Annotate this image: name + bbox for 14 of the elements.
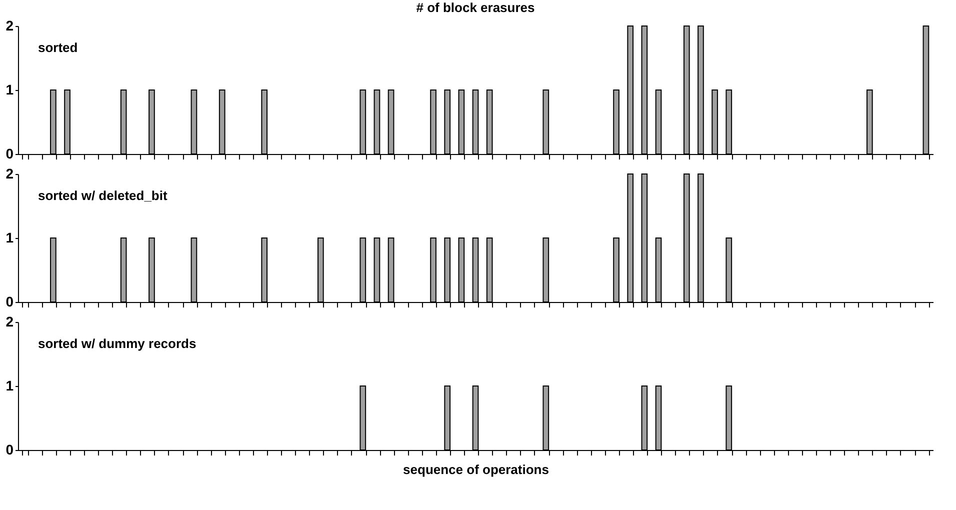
text: sorted w/ dummy records <box>38 336 196 351</box>
y-tick-label: 0 <box>6 442 14 458</box>
y-tick-label: 2 <box>6 18 14 34</box>
text: sorted w/ deleted_bit <box>38 188 168 203</box>
chart-title: # of block erasures <box>416 0 535 15</box>
y-tick-label: 0 <box>6 146 14 162</box>
y-tick-label: 0 <box>6 294 14 310</box>
y-tick-label: 2 <box>6 314 14 330</box>
y-tick-label: 1 <box>6 230 14 246</box>
y-tick-label: 1 <box>6 378 14 394</box>
x-axis-title: sequence of operations <box>403 462 549 477</box>
y-tick-label: 2 <box>6 166 14 182</box>
y-tick-label: 1 <box>6 82 14 98</box>
text: sorted <box>38 40 78 55</box>
